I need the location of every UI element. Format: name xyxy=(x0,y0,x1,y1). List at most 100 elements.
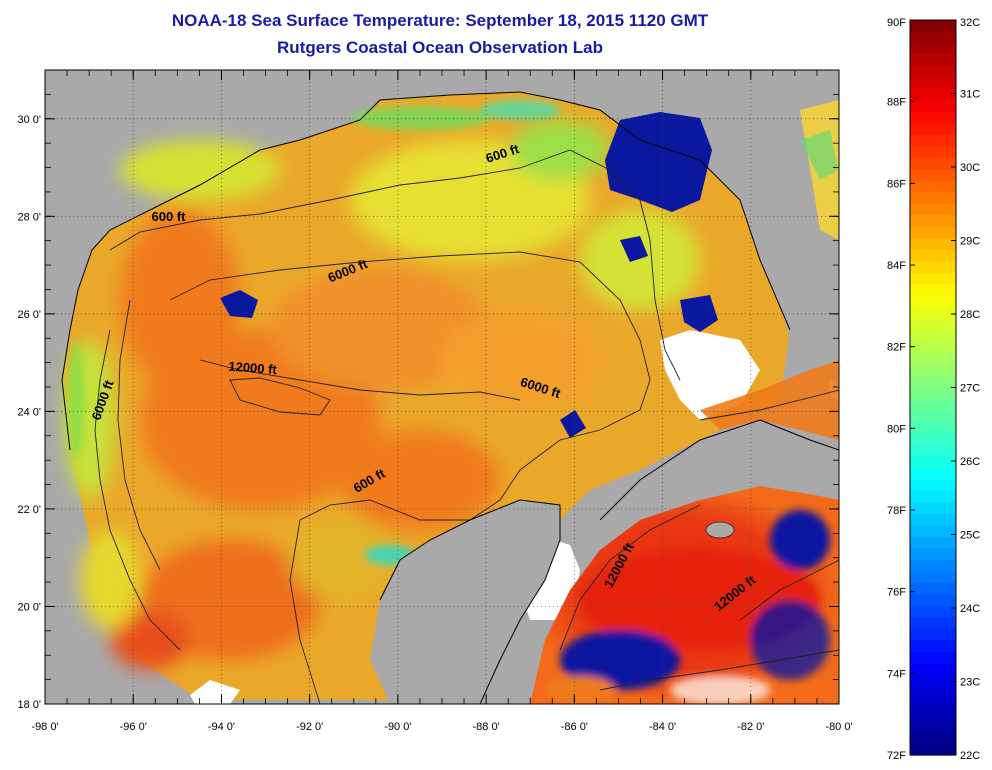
colorbar-f-label: 86F xyxy=(887,178,906,190)
coastline xyxy=(61,91,791,451)
colorbar-segment xyxy=(910,54,956,67)
colorbar-segment xyxy=(910,261,956,274)
chart-subtitle: Rutgers Coastal Ocean Observation Lab xyxy=(277,38,603,57)
graticule xyxy=(45,70,839,704)
temperature-colorbar: 90F 88F 86F 84F 82F 80F 78F 76F 74F 72F 32C 31C 30C 2… xyxy=(887,17,980,762)
colorbar-segment xyxy=(910,421,956,435)
colorbar-segment xyxy=(910,651,956,664)
colorbar-f-label: 88F xyxy=(887,97,906,109)
colorbar-segment xyxy=(910,31,956,44)
bathymetry-contours xyxy=(94,149,839,704)
colorbar-c-label: 25C xyxy=(960,530,980,542)
colorbar-segment xyxy=(910,743,956,756)
colorbar-segment xyxy=(910,686,956,699)
colorbar-segment xyxy=(910,123,956,136)
colorbar-segment xyxy=(910,433,956,446)
colorbar-segment xyxy=(910,398,956,412)
lat-tick-label: 20 0' xyxy=(17,601,41,613)
colorbar-segment xyxy=(910,364,956,377)
colorbar-segment xyxy=(910,410,956,423)
colorbar-segment xyxy=(910,732,956,745)
colorbar-c-label: 24C xyxy=(960,603,980,615)
colorbar-segment xyxy=(910,513,956,526)
colorbar-segment xyxy=(910,594,956,607)
colorbar-segment xyxy=(910,663,956,676)
chart-title: NOAA-18 Sea Surface Temperature: Septemb… xyxy=(171,11,709,30)
colorbar-segment xyxy=(910,605,956,618)
lon-tick-label: -84 0' xyxy=(649,721,676,733)
colorbar-segment xyxy=(910,525,956,538)
colorbar-f-label: 76F xyxy=(887,587,906,599)
colorbar-segment xyxy=(910,479,956,492)
no-data-florida-strait xyxy=(660,330,760,420)
colorbar-segment xyxy=(910,226,956,239)
colorbar-segment xyxy=(910,617,956,630)
lat-tick-label: 22 0' xyxy=(17,504,41,516)
colorbar-segment xyxy=(910,146,956,159)
colorbar-segment xyxy=(910,88,956,101)
colorbar-segment xyxy=(910,180,956,193)
colorbar-segment xyxy=(910,502,956,515)
colorbar-c-label: 31C xyxy=(960,89,980,101)
colorbar-c-label: 32C xyxy=(960,17,980,29)
colorbar-segment xyxy=(910,318,956,331)
lon-tick-label: -90 0' xyxy=(384,721,411,733)
colorbar-segment xyxy=(910,353,956,366)
colorbar-segment xyxy=(910,134,956,147)
colorbar-segment xyxy=(910,203,956,216)
colorbar-f-label: 90F xyxy=(887,17,906,29)
colorbar-segment xyxy=(910,444,956,458)
colorbar-segment xyxy=(910,548,956,561)
colorbar-segment xyxy=(910,215,956,228)
colorbar-segment xyxy=(910,709,956,722)
colorbar-segment xyxy=(910,571,956,584)
colorbar-segment xyxy=(910,467,956,480)
sst-image xyxy=(45,70,839,704)
colorbar-segment xyxy=(910,387,956,400)
colorbar-segment xyxy=(910,640,956,653)
colorbar-f-label: 82F xyxy=(887,342,906,354)
colorbar-segment xyxy=(910,284,956,297)
colorbar-f-label: 80F xyxy=(887,423,906,435)
lat-tick-label: 24 0' xyxy=(17,406,41,418)
colorbar-segment xyxy=(910,536,956,549)
yucatan-land xyxy=(370,500,560,704)
colorbar-segment xyxy=(910,307,956,320)
colorbar-c-label: 22C xyxy=(960,750,980,762)
colorbar-c-label: 26C xyxy=(960,456,980,468)
colorbar-segment xyxy=(910,376,956,389)
colorbar-c-label: 27C xyxy=(960,383,980,395)
map-frame xyxy=(44,69,840,705)
contour-depth-label: 12000 ft xyxy=(228,359,278,377)
lon-tick-label: -80 0' xyxy=(825,721,852,733)
colorbar-segment xyxy=(910,674,956,687)
colorbar-segment xyxy=(910,490,956,503)
colorbar-segment xyxy=(910,157,956,170)
colorbar-f-label: 84F xyxy=(887,260,906,272)
lon-tick-label: -82 0' xyxy=(737,721,764,733)
contour-depth-label: 600 ft xyxy=(152,209,187,224)
cold-patch-northeast xyxy=(605,112,712,212)
colorbar-segment xyxy=(910,77,956,90)
colorbar-f-label: 72F xyxy=(887,750,906,762)
lon-tick-label: -86 0' xyxy=(561,721,588,733)
colorbar-segment xyxy=(910,456,956,469)
colorbar-segment xyxy=(910,100,956,113)
colorbar-f-label: 74F xyxy=(887,668,906,680)
colorbar-segment xyxy=(910,249,956,262)
lon-tick-label: -92 0' xyxy=(296,721,323,733)
colorbar-c-label: 30C xyxy=(960,162,980,174)
colorbar-segment xyxy=(910,42,956,56)
colorbar-c-label: 28C xyxy=(960,309,980,321)
colorbar-segment xyxy=(910,720,956,733)
colorbar-segment xyxy=(910,20,956,33)
colorbar-c-label: 29C xyxy=(960,236,980,248)
map-axes: -98 0' -96 0' -94 0' -92 0' -90 0' -88 0' -86 … xyxy=(17,69,853,733)
colorbar-segment xyxy=(910,559,956,572)
lat-tick-label: 26 0' xyxy=(17,309,41,321)
colorbar-segment xyxy=(910,341,956,354)
colorbar-segment xyxy=(910,628,956,641)
colorbar-segment xyxy=(910,238,956,251)
lat-tick-label: 18 0' xyxy=(17,699,41,711)
